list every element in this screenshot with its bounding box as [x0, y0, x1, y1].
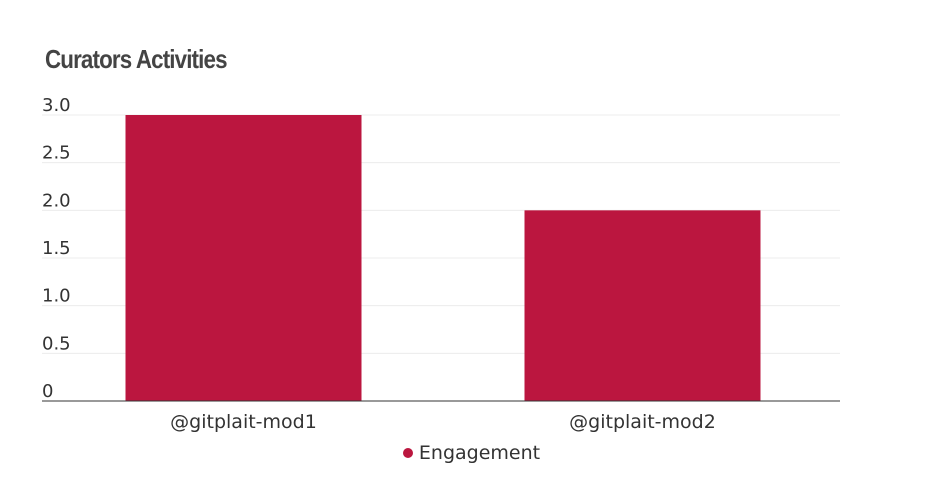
y-tick-label: 2.5 [42, 143, 71, 164]
chart-legend: Engagement [0, 442, 927, 464]
y-tick-label: 0.5 [42, 333, 71, 354]
y-tick-label: 2.0 [42, 190, 71, 211]
y-tick-label: 0 [42, 381, 53, 402]
legend-label: Engagement [418, 442, 541, 464]
chart-title: Curators Activities [45, 44, 228, 74]
bar [524, 210, 761, 401]
legend-item[interactable]: Engagement [402, 442, 541, 464]
x-category-label: @gitplait-mod1 [170, 411, 317, 433]
x-category-label: @gitplait-mod2 [569, 411, 716, 433]
legend-swatch [402, 448, 413, 458]
y-tick-label: 3.0 [42, 95, 71, 116]
bar [125, 115, 362, 401]
y-tick-label: 1.0 [42, 286, 71, 307]
y-tick-label: 1.5 [42, 238, 71, 259]
